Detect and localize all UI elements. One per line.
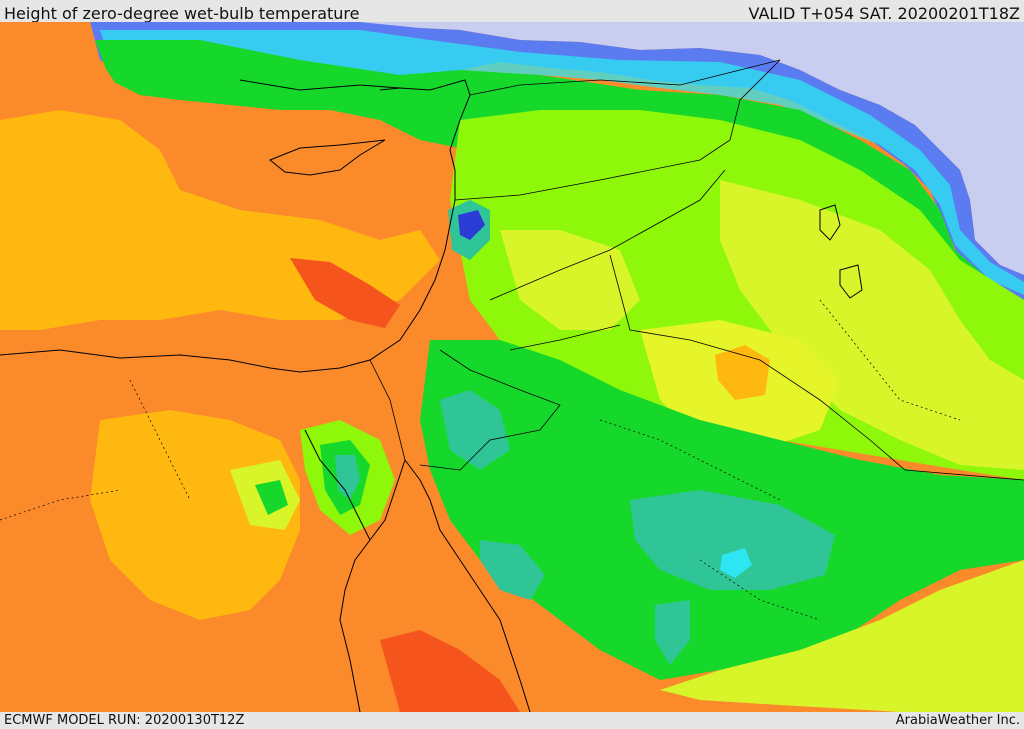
map-title: Height of zero-degree wet-bulb temperatu… bbox=[4, 4, 360, 23]
field-green-egypt bbox=[255, 480, 288, 515]
lake-outline bbox=[819, 204, 841, 241]
map-svg bbox=[0, 22, 1024, 712]
footer-bar: ECMWF MODEL RUN: 20200130T12Z ArabiaWeat… bbox=[0, 712, 1024, 729]
field-teal-south bbox=[655, 600, 690, 665]
valid-time: VALID T+054 SAT. 20200201T18Z bbox=[748, 4, 1020, 23]
province-borders bbox=[0, 299, 961, 621]
model-run-label: ECMWF MODEL RUN: 20200130T12Z bbox=[4, 713, 245, 728]
field-red-med bbox=[290, 258, 400, 328]
gulf-outline bbox=[839, 264, 863, 299]
field-south-yellow-green bbox=[660, 560, 1024, 712]
header-bar: Height of zero-degree wet-bulb temperatu… bbox=[0, 0, 1024, 23]
country-borders bbox=[369, 59, 1024, 481]
field-blue-lebanon bbox=[458, 210, 485, 240]
field-teal-hejaz bbox=[440, 390, 510, 470]
field-teal-asir bbox=[480, 540, 545, 600]
coastlines bbox=[0, 79, 531, 712]
field-red-south bbox=[380, 630, 520, 712]
field-yellow-green-east bbox=[720, 180, 1024, 470]
credit-label: ArabiaWeather Inc. bbox=[895, 713, 1020, 728]
field-amber-egypt bbox=[90, 410, 300, 620]
field-yellow-green-center bbox=[500, 230, 640, 330]
field-teal-central bbox=[630, 490, 835, 590]
field-no-data bbox=[360, 22, 1024, 275]
field-north-green bbox=[95, 40, 1024, 330]
field-cyan-spot bbox=[720, 548, 752, 578]
map-canvas[interactable] bbox=[0, 22, 1024, 712]
field-teal-sinai bbox=[335, 455, 360, 500]
